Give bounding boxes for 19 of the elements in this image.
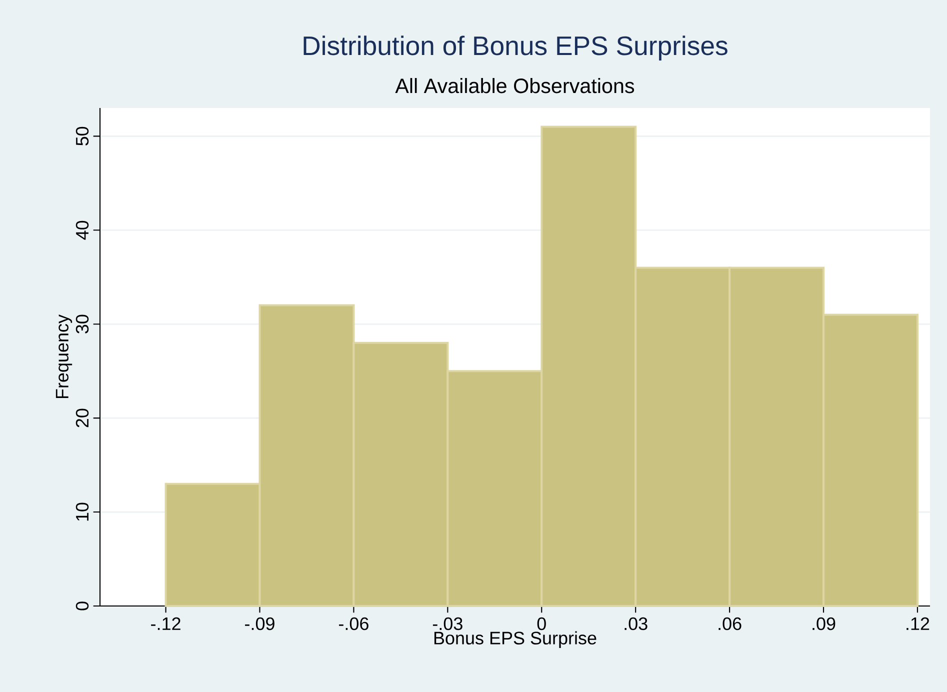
y-tick-label: 10 [76,502,89,521]
y-tick-label: 30 [76,314,89,334]
y-tick-label: 50 [76,126,89,146]
x-tick-label: -.06 [338,617,368,630]
y-tick-label: 20 [76,408,89,428]
chart-subtitle: All Available Observations [395,78,634,94]
y-tick-label: 0 [76,602,89,610]
y-axis-title: Frequency [56,314,72,398]
x-tick-label: -.09 [245,617,274,630]
x-axis-title: Bonus EPS Surprise [434,631,596,648]
y-tick-label: 40 [76,220,89,240]
x-tick-label: .09 [812,617,836,630]
x-tick-label: .12 [906,617,930,630]
x-tick-label: -.12 [151,617,180,630]
chart-title: Distribution of Bonus EPS Surprises [304,36,728,61]
x-tick-label: .03 [624,617,648,630]
x-tick-label: .06 [718,617,742,630]
x-tick-label: -.03 [432,617,462,630]
x-tick-label: 0 [537,617,546,630]
